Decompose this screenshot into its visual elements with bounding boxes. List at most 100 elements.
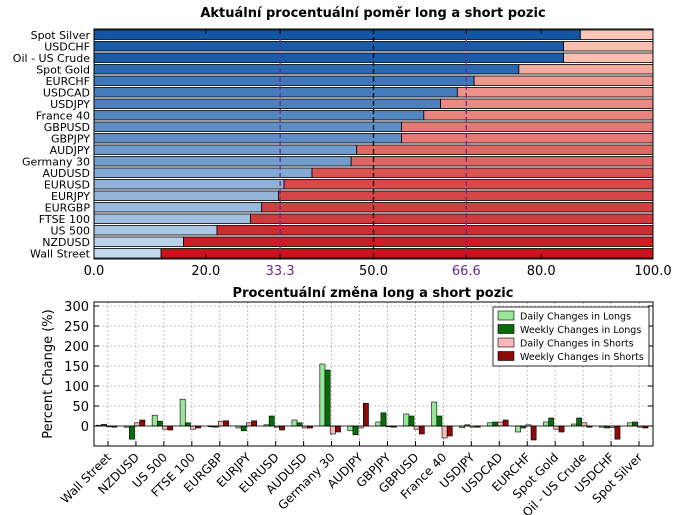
category-label: Germany 30 <box>22 155 90 168</box>
bar-short <box>456 87 654 98</box>
bar-long <box>93 52 564 63</box>
legend-swatch <box>497 337 515 348</box>
bar-short <box>518 64 654 75</box>
x-tick-label: 33.3 <box>266 264 295 279</box>
bar-change <box>632 421 638 427</box>
bar-change <box>446 425 453 437</box>
bar-short <box>311 167 654 178</box>
y-tick-label: 100 <box>64 380 89 395</box>
bar-change <box>497 421 504 427</box>
category-label: EURUSD <box>44 178 90 191</box>
bar-change <box>157 420 163 427</box>
bar-change <box>167 425 174 431</box>
bar-change <box>515 425 521 433</box>
y-tick-label: 250 <box>64 320 89 335</box>
bar-change <box>246 422 252 427</box>
y-tick-label: 150 <box>64 360 89 375</box>
bar-change <box>436 415 443 427</box>
category-label: EURCHF <box>46 75 90 88</box>
bar-change <box>251 420 257 427</box>
bar-change <box>335 425 341 433</box>
bar-change <box>487 422 494 427</box>
bar-change <box>139 419 146 427</box>
bar-long <box>93 64 520 75</box>
legend-label: Weekly Changes in Longs <box>520 325 641 336</box>
x-tick-label: 0.0 <box>84 264 105 279</box>
bar-long <box>93 133 402 144</box>
bar-long <box>93 121 402 132</box>
bar-long <box>93 179 285 190</box>
bar-change <box>352 425 359 436</box>
legend-label: Weekly Changes in Shorts <box>520 352 644 363</box>
bar-long <box>93 75 475 86</box>
category-label: GBPJPY <box>51 132 90 145</box>
bar-long <box>93 167 313 178</box>
bar-change <box>502 419 509 427</box>
bar-change <box>548 417 555 427</box>
bar-change <box>218 420 224 427</box>
bar-change <box>380 412 387 427</box>
category-label: USDCAD <box>43 86 90 99</box>
bar-long <box>93 29 581 40</box>
bar-short <box>283 179 654 190</box>
bar-change <box>626 422 633 427</box>
bar-short <box>473 75 654 86</box>
bar-long <box>93 41 564 52</box>
bar-change <box>375 421 382 427</box>
bar-change <box>179 398 186 427</box>
bar-short <box>216 225 654 236</box>
chart-title-positions: Aktuální procentuální poměr long a short… <box>200 6 545 21</box>
bar-long <box>93 248 162 259</box>
bar-short <box>401 121 654 132</box>
category-label: Oil - US Crude <box>13 52 90 65</box>
bar-change <box>324 369 331 427</box>
bar-change <box>543 421 549 427</box>
y-tick-label: 0 <box>81 420 89 435</box>
legend-swatch <box>497 310 515 321</box>
legend-swatch <box>497 351 515 361</box>
category-label: AUDJPY <box>50 144 91 157</box>
legend-label: Daily Changes in Shorts <box>520 339 634 350</box>
bar-change <box>581 422 588 427</box>
category-label: Wall Street <box>30 247 91 260</box>
bar-long <box>93 225 218 236</box>
category-label: Spot Silver <box>31 29 91 42</box>
x-tick-label: 50.0 <box>359 264 388 279</box>
legend-label: Daily Changes in Longs <box>520 312 631 323</box>
bar-change <box>431 401 438 427</box>
bar-change <box>403 413 410 427</box>
x-tick-label: 100.0 <box>634 264 671 279</box>
category-label: USDJPY <box>50 98 90 111</box>
bar-change <box>492 421 499 427</box>
legend-box <box>492 306 650 367</box>
bar-long <box>93 144 358 155</box>
bar-long <box>93 110 425 121</box>
bar-change <box>408 415 415 427</box>
bar-change <box>151 414 158 427</box>
category-label: EURGBP <box>45 201 91 214</box>
category-label: AUDUSD <box>42 167 90 180</box>
plot-frame <box>93 301 654 447</box>
y-tick-label: 50 <box>72 400 89 415</box>
bar-change <box>576 417 583 427</box>
bar-change <box>190 425 196 430</box>
chart-title-changes: Procentuální změna long a short pozic <box>233 286 514 301</box>
bar-long <box>93 156 352 167</box>
bar-change <box>553 425 560 430</box>
bar-short <box>563 52 654 63</box>
bar-long <box>93 87 458 98</box>
bar-long <box>93 213 251 224</box>
bar-change <box>319 363 326 427</box>
bar-long <box>93 190 279 201</box>
bar-change <box>134 422 141 427</box>
bar-change <box>240 425 247 432</box>
bar-change <box>268 415 275 427</box>
category-label: US 500 <box>50 224 90 237</box>
bar-change <box>530 425 537 441</box>
bar-short <box>250 213 654 224</box>
bar-change <box>162 425 168 430</box>
bar-change <box>614 425 621 440</box>
category-label: EURJPY <box>51 190 90 203</box>
bar-change <box>418 425 425 435</box>
